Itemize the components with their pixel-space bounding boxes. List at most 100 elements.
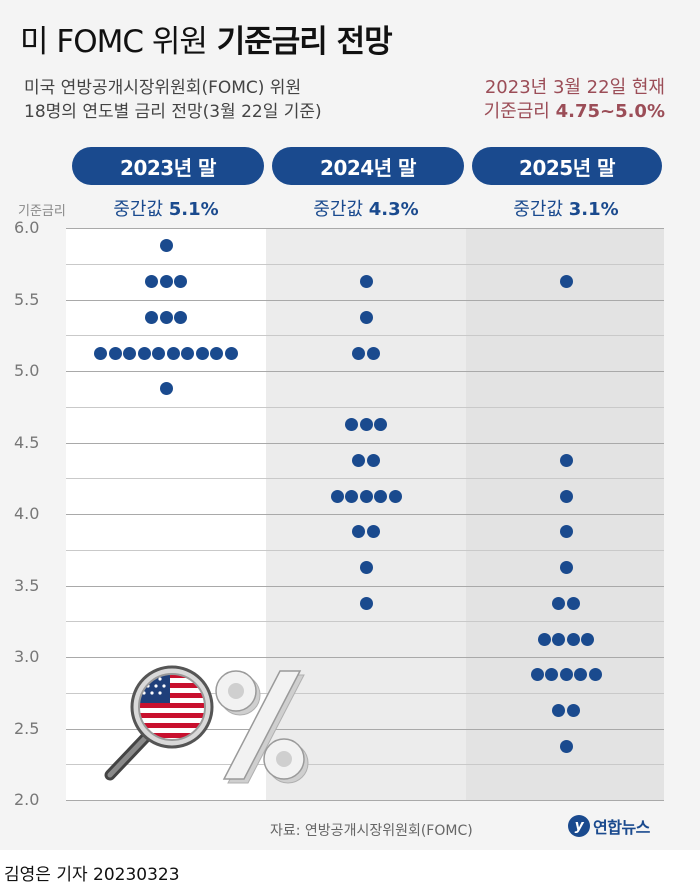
projection-dot — [359, 489, 373, 503]
projection-dot — [123, 346, 137, 360]
projection-dot — [359, 310, 373, 324]
projection-dot — [588, 668, 602, 682]
projection-dot — [374, 489, 387, 503]
current-rate: 2023년 3월 22일 현재 기준금리 4.75~5.0% — [484, 76, 665, 124]
year-header: 2023년 말 — [72, 147, 264, 185]
projection-dot — [388, 489, 402, 503]
projection-dot — [366, 525, 380, 539]
projection-dot — [359, 596, 373, 610]
projection-dot — [530, 668, 544, 682]
projection-dot — [566, 632, 580, 646]
projection-dot — [166, 346, 180, 360]
grid-line — [66, 550, 664, 551]
projection-dot — [559, 668, 573, 682]
projection-dot — [359, 418, 373, 432]
projection-dot — [366, 346, 380, 360]
projection-dot — [174, 275, 187, 289]
y-tick-label: 4.0 — [14, 504, 40, 523]
grid-line — [66, 371, 664, 372]
projection-dot — [559, 739, 573, 753]
projection-dot — [159, 239, 173, 253]
projection-dot — [559, 489, 573, 503]
projection-dot — [559, 275, 573, 289]
projection-dot — [330, 489, 344, 503]
projection-dot — [152, 346, 166, 360]
projection-dot — [159, 382, 173, 396]
projection-dot — [94, 346, 108, 360]
median-label: 중간값 5.1% — [66, 195, 266, 221]
magnifier-flag-percent-icon — [104, 665, 309, 784]
projection-dot — [137, 346, 151, 360]
projection-dot — [181, 346, 195, 360]
yonhap-logo: y 연합뉴스 — [568, 814, 650, 838]
subtitle-line-2: 18명의 연도별 금리 전망(3월 22일 기준) — [24, 102, 322, 122]
y-tick-label: 2.5 — [14, 719, 40, 738]
yonhap-logo-icon: y — [568, 815, 590, 837]
projection-dot — [145, 275, 158, 289]
projection-dot — [352, 453, 366, 467]
projection-dot — [552, 632, 566, 646]
median-label: 중간값 4.3% — [266, 195, 466, 221]
projection-dot — [374, 418, 387, 432]
projection-dot — [352, 525, 366, 539]
projection-dot — [359, 275, 373, 289]
grid-line — [66, 300, 664, 301]
subtitle: 미국 연방공개시장위원회(FOMC) 위원 18명의 연도별 금리 전망(3월 … — [24, 76, 322, 124]
current-rate-date: 2023년 3월 22일 현재 — [484, 77, 665, 98]
median-value: 3.1% — [568, 199, 619, 220]
projection-dot — [545, 668, 558, 682]
y-tick-label: 5.0 — [14, 361, 40, 380]
grid-line — [66, 800, 664, 801]
projection-dot — [345, 418, 358, 432]
title-bold: 기준금리 전망 — [216, 24, 393, 60]
projection-dot — [559, 453, 573, 467]
current-rate-label: 기준금리 — [483, 101, 550, 122]
grid-line — [66, 335, 664, 336]
projection-dot — [574, 668, 587, 682]
title-light: 미 FOMC 위원 — [20, 24, 208, 60]
source-note: 자료: 연방공개시장위원회(FOMC) — [270, 823, 473, 839]
grid-line — [66, 407, 664, 408]
grid-line — [66, 621, 664, 622]
grid-line — [66, 657, 664, 658]
projection-dot — [566, 704, 580, 718]
grid-line — [66, 764, 664, 765]
grid-line — [66, 478, 664, 479]
year-header: 2025년 말 — [472, 147, 662, 185]
yonhap-logo-text: 연합뉴스 — [593, 818, 650, 837]
projection-dot — [345, 489, 358, 503]
current-rate-line: 기준금리 4.75~5.0% — [484, 100, 665, 124]
projection-dot — [108, 346, 122, 360]
median-label-text: 중간값 — [313, 199, 364, 220]
median-value: 4.3% — [368, 199, 419, 220]
projection-dot — [145, 310, 158, 324]
year-header: 2024년 말 — [272, 147, 464, 185]
projection-dot — [159, 275, 173, 289]
y-tick-label: 5.5 — [14, 290, 40, 309]
projection-dot — [224, 346, 238, 360]
projection-dot — [352, 346, 366, 360]
median-label: 중간값 3.1% — [466, 195, 666, 221]
page-title: 미 FOMC 위원 기준금리 전망 — [20, 22, 393, 62]
y-axis-label: 기준금리 — [18, 204, 66, 219]
y-tick-label: 2.0 — [14, 790, 40, 809]
median-value: 5.1% — [168, 199, 219, 220]
author-credit: 김영은 기자 20230323 — [4, 865, 180, 885]
projection-dot — [195, 346, 209, 360]
grid-line — [66, 228, 664, 229]
y-tick-label: 6.0 — [14, 218, 40, 237]
projection-dot — [366, 453, 380, 467]
projection-dot — [174, 310, 187, 324]
median-label-text: 중간값 — [113, 199, 164, 220]
projection-dot — [566, 596, 580, 610]
projection-dot — [537, 632, 551, 646]
grid-line — [66, 586, 664, 587]
median-label-text: 중간값 — [513, 199, 564, 220]
grid-line — [66, 514, 664, 515]
projection-dot — [559, 525, 573, 539]
projection-dot — [552, 704, 566, 718]
y-tick-label: 3.5 — [14, 576, 40, 595]
grid-line — [66, 693, 664, 694]
projection-dot — [552, 596, 566, 610]
grid-line — [66, 729, 664, 730]
